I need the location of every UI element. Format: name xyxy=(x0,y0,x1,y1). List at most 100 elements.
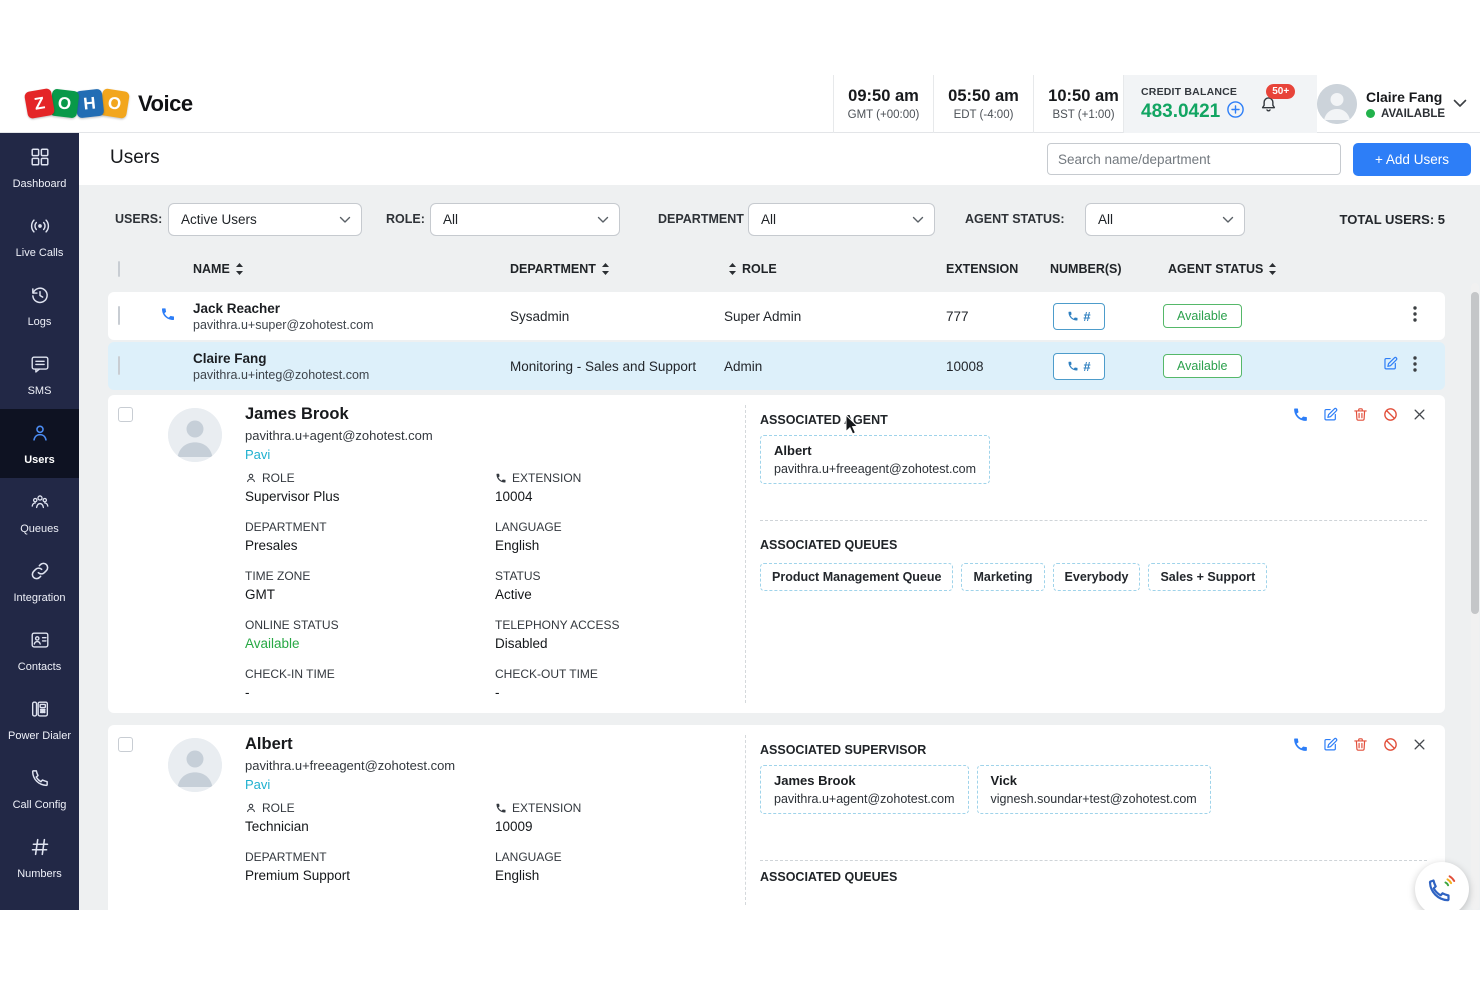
sidebar-item-dashboard[interactable]: Dashboard xyxy=(0,133,79,202)
user-row-extension: 10008 xyxy=(922,359,1030,374)
edit-icon[interactable] xyxy=(1382,355,1399,377)
associated-person-chip[interactable]: James Brook pavithra.u+agent@zohotest.co… xyxy=(760,765,969,814)
agent-status-filter-select[interactable]: All xyxy=(1085,203,1245,236)
users-filter-select[interactable]: Active Users xyxy=(168,203,362,236)
integration-link-icon xyxy=(29,560,51,587)
select-all-checkbox[interactable] xyxy=(118,261,120,277)
sidebar-item-sms[interactable]: SMS xyxy=(0,340,79,409)
sidebar-item-live-calls[interactable]: Live Calls xyxy=(0,202,79,271)
search-input[interactable] xyxy=(1047,143,1341,175)
user-row-extension: 777 xyxy=(922,309,1030,324)
org-link[interactable]: Pavi xyxy=(245,777,270,792)
notifications-bell[interactable]: 50+ xyxy=(1258,94,1279,120)
edit-icon[interactable] xyxy=(1322,736,1339,753)
user-row-department: Sysadmin xyxy=(486,309,704,324)
user-detail-card: James Brook pavithra.u+agent@zohotest.co… xyxy=(108,395,1445,713)
associated-agent-title: ASSOCIATED AGENT xyxy=(760,413,888,427)
avatar xyxy=(168,408,222,462)
table-row[interactable]: Claire Fang pavithra.u+integ@zohotest.co… xyxy=(108,342,1445,390)
block-icon[interactable] xyxy=(1382,736,1399,753)
section-divider xyxy=(760,520,1427,521)
users-filter-label: USERS: xyxy=(115,203,162,236)
sort-icon xyxy=(728,262,737,276)
user-row-name: Claire Fang xyxy=(193,351,486,366)
availability-dot xyxy=(1366,109,1375,118)
user-row-email: pavithra.u+integ@zohotest.com xyxy=(193,368,486,382)
credit-balance-value: 483.0421 xyxy=(1141,101,1220,123)
user-menu[interactable]: Claire Fang AVAILABLE xyxy=(1317,75,1480,133)
numbers-button[interactable]: # xyxy=(1053,303,1105,330)
org-link[interactable]: Pavi xyxy=(245,447,270,462)
sidebar-item-power-dialer[interactable]: Power Dialer xyxy=(0,685,79,754)
phone-icon xyxy=(1067,310,1079,322)
scrollbar-thumb[interactable] xyxy=(1471,292,1479,614)
row-checkbox[interactable] xyxy=(118,737,133,752)
queue-chip[interactable]: Product Management Queue xyxy=(760,563,953,591)
kebab-menu-icon[interactable] xyxy=(1413,306,1417,327)
user-detail-card: Albert pavithra.u+freeagent@zohotest.com… xyxy=(108,725,1445,910)
logo-letter-o1: O xyxy=(49,88,79,118)
close-icon[interactable] xyxy=(1412,407,1427,422)
gear-icon xyxy=(29,892,51,910)
clock-gmt: 09:50 am GMT (+00:00) xyxy=(833,75,933,133)
delete-icon[interactable] xyxy=(1352,736,1369,753)
role-filter-select[interactable]: All xyxy=(430,203,620,236)
sms-chat-icon xyxy=(29,353,51,380)
online-status-value: Available xyxy=(245,636,495,651)
sidebar-item-queues[interactable]: Queues xyxy=(0,478,79,547)
call-icon[interactable] xyxy=(160,309,176,326)
associated-person-chip[interactable]: Vick vignesh.soundar+test@zohotest.com xyxy=(977,765,1211,814)
numbers-button[interactable]: # xyxy=(1053,353,1105,380)
zoho-logo: Z O H O xyxy=(26,90,126,117)
sidebar-item-settings[interactable] xyxy=(0,892,79,910)
add-users-button[interactable]: + Add Users xyxy=(1353,143,1471,176)
chevron-down-icon xyxy=(1222,216,1234,224)
sidebar-item-logs[interactable]: Logs xyxy=(0,271,79,340)
kebab-menu-icon[interactable] xyxy=(1413,356,1417,377)
card-user-name: James Brook xyxy=(245,405,349,424)
associated-queues-title: ASSOCIATED QUEUES xyxy=(760,538,897,552)
person-icon xyxy=(245,802,257,814)
queue-chip[interactable]: Sales + Support xyxy=(1148,563,1267,591)
avatar xyxy=(168,738,222,792)
close-icon[interactable] xyxy=(1412,737,1427,752)
chevron-down-icon[interactable] xyxy=(1453,95,1467,113)
scrollbar[interactable] xyxy=(1471,283,1479,910)
queue-chip[interactable]: Marketing xyxy=(961,563,1044,591)
sidebar-item-contacts[interactable]: Contacts xyxy=(0,616,79,685)
edit-icon[interactable] xyxy=(1322,406,1339,423)
sidebar-item-integration[interactable]: Integration xyxy=(0,547,79,616)
associated-supervisor-title: ASSOCIATED SUPERVISOR xyxy=(760,743,926,757)
block-icon[interactable] xyxy=(1382,406,1399,423)
delete-icon[interactable] xyxy=(1352,406,1369,423)
associated-person-chip[interactable]: Albert pavithra.u+freeagent@zohotest.com xyxy=(760,435,990,484)
chevron-down-icon xyxy=(912,216,924,224)
user-fields: ROLE Supervisor Plus EXTENSION 10004 DEP… xyxy=(245,471,750,713)
call-icon[interactable] xyxy=(1292,406,1309,423)
product-name: Voice xyxy=(138,91,193,117)
department-filter-select[interactable]: All xyxy=(748,203,935,236)
dialer-fab-button[interactable] xyxy=(1415,862,1469,910)
queue-chip[interactable]: Everybody xyxy=(1053,563,1141,591)
add-credit-icon[interactable] xyxy=(1227,101,1244,123)
sort-icon xyxy=(1268,262,1277,276)
call-icon[interactable] xyxy=(1292,736,1309,753)
sidebar-item-numbers[interactable]: Numbers xyxy=(0,823,79,892)
row-checkbox[interactable] xyxy=(118,356,120,375)
column-role[interactable]: ROLE xyxy=(704,262,922,276)
column-agent-status[interactable]: AGENT STATUS xyxy=(1148,262,1308,276)
associated-queues-chips: Product Management Queue Marketing Every… xyxy=(760,563,1267,591)
sidebar-item-call-config[interactable]: Call Config xyxy=(0,754,79,823)
user-fields: ROLE Technician EXTENSION 10009 DEPARTME… xyxy=(245,801,750,899)
table-row[interactable]: Jack Reacher pavithra.u+super@zohotest.c… xyxy=(108,292,1445,340)
sidebar-item-users[interactable]: Users xyxy=(0,409,79,478)
table-header: NAME DEPARTMENT ROLE EXTENSION NUMBER(S)… xyxy=(108,251,1445,287)
row-checkbox[interactable] xyxy=(118,407,133,422)
row-checkbox[interactable] xyxy=(118,306,120,325)
column-name[interactable]: NAME xyxy=(186,262,486,276)
column-department[interactable]: DEPARTMENT xyxy=(486,262,704,276)
user-name: Claire Fang xyxy=(1366,89,1445,105)
chevron-down-icon xyxy=(597,216,609,224)
total-users-count: TOTAL USERS: 5 xyxy=(1340,203,1445,236)
user-row-department: Monitoring - Sales and Support xyxy=(486,359,704,374)
